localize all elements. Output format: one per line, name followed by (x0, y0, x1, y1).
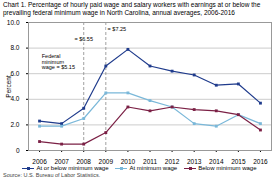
svg-text:8.0: 8.0 (10, 44, 19, 51)
svg-text:2012: 2012 (165, 158, 180, 164)
svg-text:10.0: 10.0 (7, 19, 20, 26)
html-text:Source: U.S. Bureau of Labor S: Source: U.S. Bureau of Labor Statistics. (3, 172, 101, 178)
svg-text:Federalminimumwage = $5.15: Federalminimumwage = $5.15 (41, 53, 75, 70)
svg-text:4.0: 4.0 (10, 95, 20, 103)
svg-text:0: 0 (16, 147, 20, 154)
svg-text:2015: 2015 (231, 158, 246, 164)
svg-text:= $7.25: = $7.25 (108, 26, 127, 32)
svg-text:2011: 2011 (143, 158, 157, 164)
svg-text:2008: 2008 (76, 158, 91, 164)
svg-text:2009: 2009 (99, 158, 114, 164)
svg-text:2006: 2006 (32, 158, 47, 164)
svg-text:2014: 2014 (209, 158, 224, 164)
html-text:At minimum wage: At minimum wage (129, 165, 178, 171)
svg-text:2013: 2013 (187, 158, 202, 164)
html-text:At or below minimum wage: At or below minimum wage (36, 165, 109, 171)
svg-text:2016: 2016 (253, 158, 268, 164)
svg-text:6.0: 6.0 (10, 69, 20, 77)
svg-text:= $6.55: = $6.55 (74, 36, 93, 42)
svg-text:2007: 2007 (54, 158, 69, 164)
svg-text:Percent: Percent (5, 75, 12, 98)
svg-text:2.0: 2.0 (10, 121, 19, 128)
html-text:Below minimum wage: Below minimum wage (198, 165, 257, 171)
html-text:Chart 1. Percentage of hourly: Chart 1. Percentage of hourly paid wage … (3, 1, 261, 16)
svg-text:2010: 2010 (121, 158, 136, 164)
